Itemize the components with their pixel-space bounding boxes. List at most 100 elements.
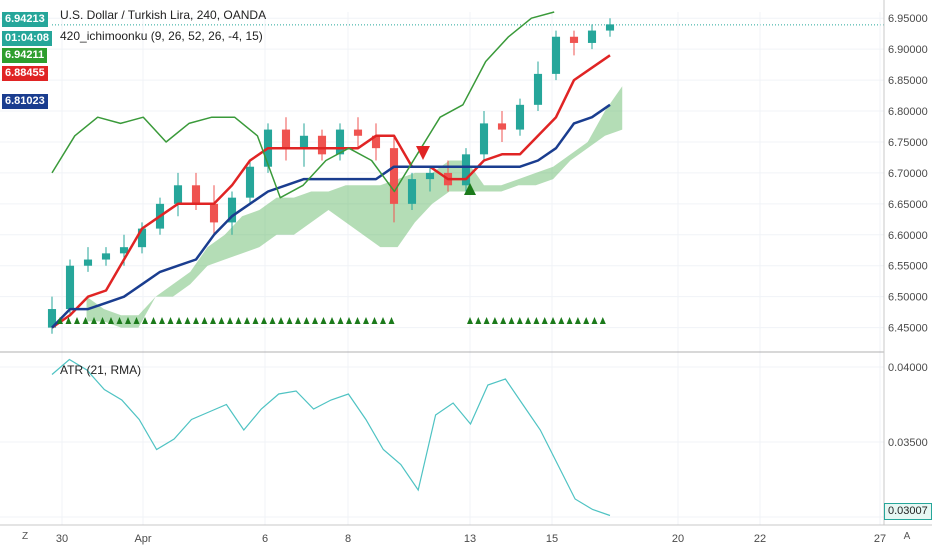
buy-signal-marker: [312, 317, 318, 324]
candle-body: [605, 24, 615, 31]
line-lagging: [51, 11, 555, 199]
buy-signal-marker: [235, 317, 242, 324]
atr-axis[interactable]: 0.03500 0.04000: [888, 362, 928, 449]
buy-signal-marker: [57, 317, 63, 324]
price-axis[interactable]: 6.45000 6.50000 6.55000 6.60000 6.65000 6.700…: [888, 13, 928, 334]
candle-body: [47, 309, 57, 328]
candle-body: [353, 129, 363, 136]
buy-signal-marker: [159, 317, 165, 324]
buy-signal-marker: [464, 183, 476, 195]
buy-signal-marker: [261, 317, 267, 324]
buy-signal-marker: [244, 317, 250, 324]
buy-signal-marker: [380, 317, 386, 324]
time-tick-label: 30: [56, 533, 68, 545]
buy-signal-marker: [525, 317, 532, 324]
candle-body: [371, 135, 381, 149]
buy-signal-marker: [533, 317, 540, 324]
price-badge: 6.81023: [2, 94, 48, 109]
atr-tick-label: 0.03500: [888, 437, 928, 449]
line-atr: [51, 358, 611, 517]
time-axis[interactable]: 30 Apr 6 8 13 15 20 22 27: [56, 533, 886, 545]
price-badge: 6.94213: [2, 12, 48, 27]
buy-signal-marker: [508, 317, 515, 324]
ichimoku-cloud: [86, 86, 623, 328]
candle-body: [209, 203, 219, 223]
buy-signal-marker: [516, 317, 523, 324]
main-pane[interactable]: 6.45000 6.50000 6.55000 6.60000 6.65000 6.700…: [0, 8, 928, 525]
buy-signal-marker: [574, 317, 581, 324]
price-tick-label: 6.45000: [888, 323, 928, 335]
buy-signal-marker: [491, 317, 498, 324]
candle-body: [317, 135, 327, 155]
price-tick-label: 6.75000: [888, 137, 928, 149]
time-tick-label: 13: [464, 533, 476, 545]
price-tick-label: 6.65000: [888, 199, 928, 211]
buy-signal-marker: [125, 317, 131, 324]
time-tick-label: 15: [546, 533, 558, 545]
candle-body: [245, 166, 255, 198]
candle-body: [551, 36, 561, 74]
buy-signal-marker: [167, 317, 174, 324]
buy-signal-marker: [184, 317, 191, 324]
atr-pane[interactable]: 0.03500 0.04000 ATR (21, RMA): [0, 358, 928, 518]
signal-markers: [57, 146, 606, 324]
candle-body: [407, 179, 417, 204]
buy-signal-marker: [218, 317, 225, 324]
chart-title: U.S. Dollar / Turkish Lira, 240, OANDA: [60, 8, 266, 22]
buy-signal-marker: [91, 317, 97, 324]
candle-body: [515, 104, 525, 130]
buy-signal-marker: [278, 317, 284, 324]
candle-body: [569, 36, 579, 43]
candle-body: [335, 129, 345, 155]
price-tick-label: 6.95000: [888, 13, 928, 25]
candle-body: [461, 154, 471, 186]
candle-body: [191, 185, 201, 204]
buy-signal-marker: [566, 317, 573, 324]
buy-signal-marker: [541, 317, 548, 324]
candle-body: [173, 185, 183, 204]
price-tick-label: 6.90000: [888, 44, 928, 56]
line-base: [51, 103, 611, 329]
buy-signal-marker: [475, 317, 482, 324]
candle-body: [299, 135, 309, 149]
atr-value-badge: 0.03007: [884, 503, 932, 520]
buy-signal-marker: [116, 317, 123, 324]
buy-signal-marker: [388, 317, 395, 324]
buy-signal-marker: [142, 317, 148, 324]
price-tick-label: 6.55000: [888, 261, 928, 273]
buy-signal-marker: [286, 317, 293, 324]
buy-signal-marker: [295, 317, 301, 324]
atr-line: [51, 358, 611, 517]
price-tick-label: 6.50000: [888, 292, 928, 304]
buy-signal-marker: [269, 317, 276, 324]
candle-body: [101, 253, 111, 260]
candle-body: [587, 30, 597, 43]
price-badge: 6.88455: [2, 66, 48, 81]
buy-signal-marker: [150, 317, 157, 324]
price-tick-label: 6.60000: [888, 230, 928, 242]
price-tick-label: 6.80000: [888, 106, 928, 118]
time-tick-label: 27: [874, 533, 886, 545]
buy-signal-marker: [320, 317, 327, 324]
buy-signal-marker: [252, 317, 259, 324]
time-tick-label: Apr: [134, 533, 151, 545]
candle-body: [497, 123, 507, 130]
buy-signal-marker: [371, 317, 378, 324]
indicator-label: 420_ichimoonku (9, 26, 52, 26, -4, 15): [60, 29, 263, 43]
buy-signal-marker: [591, 317, 598, 324]
buy-signal-marker: [99, 317, 106, 324]
candle-body: [65, 265, 75, 310]
candle-body: [479, 123, 489, 155]
indicator-lines: [51, 11, 611, 329]
candle-body: [281, 129, 291, 149]
buy-signal-marker: [201, 317, 208, 324]
buy-signal-marker: [500, 317, 507, 324]
auto-scale-button[interactable]: A: [903, 531, 911, 542]
buy-signal-marker: [65, 317, 72, 324]
zoom-button[interactable]: Z: [21, 531, 29, 542]
candle-body: [137, 228, 147, 248]
buy-signal-marker: [303, 317, 310, 324]
buy-signal-marker: [346, 317, 352, 324]
buy-signal-marker: [82, 317, 89, 324]
